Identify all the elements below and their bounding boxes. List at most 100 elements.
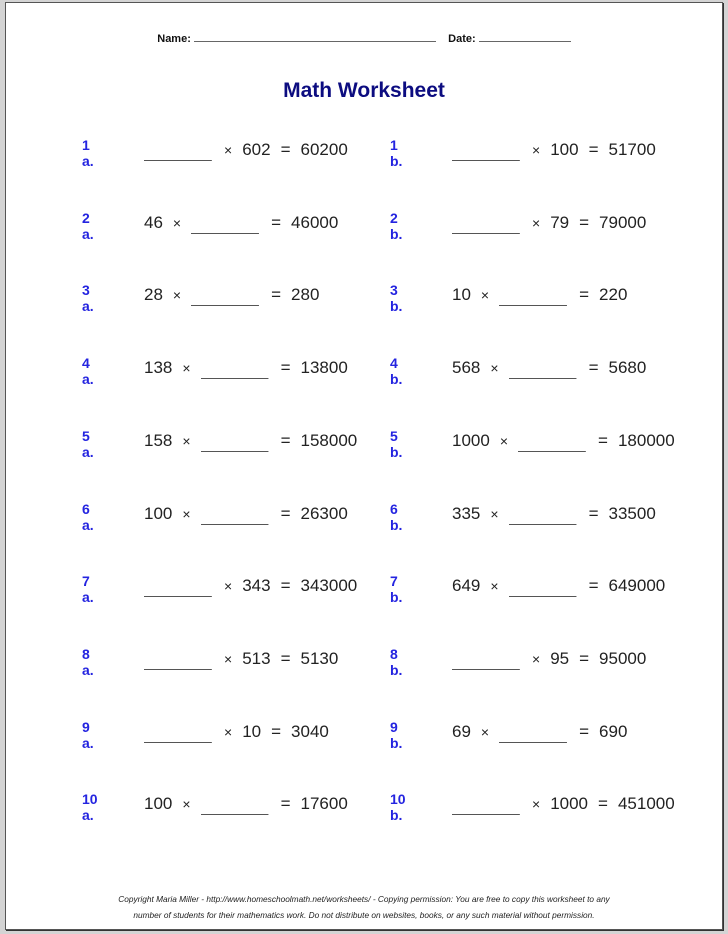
answer-blank[interactable]: ________ xyxy=(452,145,520,162)
number: 10 xyxy=(242,721,262,741)
number: 568 xyxy=(452,358,481,378)
times-sign: × xyxy=(490,360,499,377)
number: 649000 xyxy=(608,576,666,596)
equals-sign: = xyxy=(579,212,590,232)
equals-sign: = xyxy=(280,358,291,378)
name-label: Name: xyxy=(157,33,191,45)
number: 69 xyxy=(452,721,471,741)
copyright-footer: Copyright Maria Miller - http://www.home… xyxy=(6,891,722,923)
problem-expression: ________ × 513 = 5130 xyxy=(144,648,339,671)
problem-expression: 568 × ________ = 5680 xyxy=(452,358,647,381)
answer-blank[interactable]: ________ xyxy=(191,217,259,235)
problem-expression: 100 × ________ = 17600 xyxy=(144,794,348,817)
answer-blank[interactable]: ________ xyxy=(508,581,577,599)
number: 513 xyxy=(242,648,271,668)
answer-blank[interactable]: ________ xyxy=(499,726,567,744)
number: 5130 xyxy=(300,648,339,668)
times-sign: × xyxy=(532,796,541,813)
answer-blank[interactable]: ________ xyxy=(144,726,212,744)
problem-expression: 28 × ________ = 280 xyxy=(144,285,319,308)
problem-label: 10 b. xyxy=(390,791,406,824)
problem-label: 3 a. xyxy=(82,282,94,315)
equals-sign: = xyxy=(280,140,291,159)
problem-label: 7 a. xyxy=(82,573,94,606)
answer-blank[interactable]: ________ xyxy=(508,508,577,526)
number: 100 xyxy=(550,140,579,159)
equals-sign: = xyxy=(588,503,599,523)
problem-expression: 46 × ________ = 46000 xyxy=(144,212,339,235)
number: 33500 xyxy=(608,503,656,523)
answer-blank[interactable]: ________ xyxy=(452,799,520,817)
number: 26300 xyxy=(300,503,348,523)
answer-blank[interactable]: ________ xyxy=(508,363,577,381)
number: 220 xyxy=(599,285,628,305)
problem-label: 1 a. xyxy=(82,137,94,169)
answer-blank[interactable]: ________ xyxy=(144,653,212,671)
number: 51700 xyxy=(608,140,656,159)
problem-expression: 69 × ________ = 690 xyxy=(452,721,628,744)
answer-blank[interactable]: ________ xyxy=(452,653,520,671)
page-title: Math Worksheet xyxy=(283,79,445,102)
times-sign: × xyxy=(224,723,233,740)
name-date-header: Name: Date: xyxy=(6,31,722,45)
equals-sign: = xyxy=(598,430,608,450)
number: 46000 xyxy=(291,212,339,232)
problem-label: 7 b. xyxy=(390,573,403,606)
number: 46 xyxy=(144,212,163,232)
number: 158000 xyxy=(300,430,358,450)
times-sign: × xyxy=(224,578,233,595)
times-sign: × xyxy=(532,214,541,231)
times-sign: × xyxy=(224,650,233,667)
problem-expression: 1000 × ________ = 180000 xyxy=(452,430,675,453)
problem-label: 9 b. xyxy=(390,718,403,751)
equals-sign: = xyxy=(579,721,590,741)
equals-sign: = xyxy=(588,576,599,596)
equals-sign: = xyxy=(271,721,282,741)
times-sign: × xyxy=(490,505,499,522)
answer-blank[interactable]: ________ xyxy=(144,145,212,162)
problem-label: 8 b. xyxy=(390,645,403,678)
problem-label: 1 b. xyxy=(390,137,403,169)
answer-blank[interactable]: ________ xyxy=(200,508,269,526)
number: 79 xyxy=(550,212,570,232)
problem-label: 3 b. xyxy=(390,282,403,315)
problem-label: 6 b. xyxy=(390,500,403,533)
problem-expression: ________ × 100 = 51700 xyxy=(452,140,656,162)
equals-sign: = xyxy=(280,794,291,814)
equals-sign: = xyxy=(271,285,282,305)
equals-sign: = xyxy=(280,576,291,596)
number: 95000 xyxy=(599,648,647,668)
number: 60200 xyxy=(300,140,348,159)
date-field-line xyxy=(478,31,571,42)
problem-label: 10 a. xyxy=(82,791,98,824)
number: 335 xyxy=(452,503,481,523)
answer-blank[interactable]: ________ xyxy=(144,581,212,599)
number: 180000 xyxy=(617,430,675,450)
answer-blank[interactable]: ________ xyxy=(499,290,567,308)
number: 343000 xyxy=(300,576,358,596)
answer-blank[interactable]: ________ xyxy=(518,435,586,453)
problem-label: 5 a. xyxy=(82,427,94,460)
number: 28 xyxy=(144,285,163,305)
answer-blank[interactable]: ________ xyxy=(191,290,259,308)
answer-blank[interactable]: ________ xyxy=(200,363,269,381)
number: 690 xyxy=(599,721,628,741)
times-sign: × xyxy=(480,723,490,740)
number: 5680 xyxy=(608,358,647,378)
problem-expression: 649 × ________ = 649000 xyxy=(452,576,666,599)
times-sign: × xyxy=(480,287,490,304)
problem-label: 5 b. xyxy=(390,427,403,460)
number: 602 xyxy=(242,140,271,159)
answer-blank[interactable]: ________ xyxy=(452,217,520,235)
times-sign: × xyxy=(182,505,191,522)
number: 1000 xyxy=(452,430,490,450)
problem-expression: 138 × ________ = 13800 xyxy=(144,358,348,381)
times-sign: × xyxy=(532,650,541,667)
problem-expression: ________ × 95 = 95000 xyxy=(452,648,647,671)
equals-sign: = xyxy=(271,212,282,232)
problem-label: 2 b. xyxy=(390,209,403,242)
problem-expression: ________ × 79 = 79000 xyxy=(452,212,646,235)
problem-label: 4 a. xyxy=(82,355,94,388)
answer-blank[interactable]: ________ xyxy=(200,799,269,817)
answer-blank[interactable]: ________ xyxy=(200,435,269,453)
